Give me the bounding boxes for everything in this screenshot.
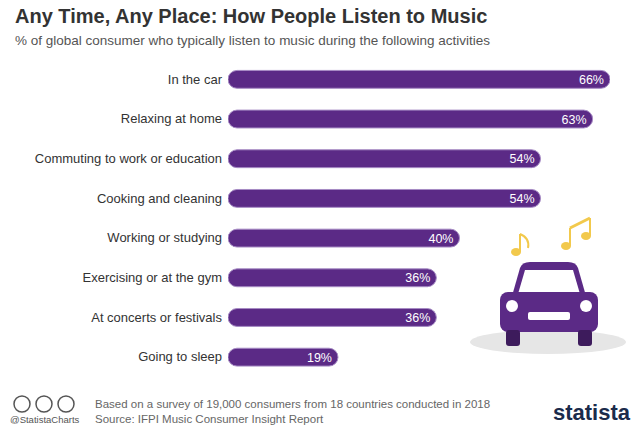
- tick-label: At concerts or festivals: [91, 310, 222, 325]
- car-window: [518, 270, 580, 294]
- tick-label: Working or studying: [107, 230, 222, 245]
- tick: Working or studying: [107, 230, 228, 245]
- music-note-stem: [519, 234, 521, 252]
- tick: Cooking and cleaning: [97, 191, 228, 206]
- tick-label: Going to sleep: [138, 349, 222, 364]
- license-icons: [14, 396, 74, 412]
- tick-label: Commuting to work or education: [35, 151, 222, 166]
- data-label: 40%: [428, 232, 453, 246]
- bar: [228, 70, 610, 88]
- tick: Commuting to work or education: [35, 151, 228, 166]
- data-label: 54%: [510, 192, 535, 206]
- tick: At concerts or festivals: [91, 310, 228, 325]
- bar: [228, 269, 436, 287]
- chart: Any Time, Any Place: How People Listen t…: [0, 0, 640, 427]
- bar: [228, 229, 460, 247]
- car-shadow: [470, 330, 626, 354]
- car-light: [580, 300, 592, 312]
- bars: [228, 70, 610, 366]
- title: Any Time, Any Place: How People Listen t…: [15, 5, 487, 27]
- data-label: 66%: [579, 73, 604, 87]
- car-wheel: [578, 330, 592, 346]
- car-illustration: [470, 218, 626, 354]
- tick-label: Exercising or at the gym: [83, 270, 222, 285]
- data-label: 36%: [405, 271, 430, 285]
- tick-label: In the car: [168, 72, 223, 87]
- music-note-stem: [589, 218, 591, 236]
- data-label: 54%: [510, 152, 535, 166]
- car-grille: [528, 312, 570, 320]
- note: Based on a survey of 19,000 consumers fr…: [95, 398, 490, 410]
- music-note-beam: [570, 218, 590, 228]
- axis-line: [228, 60, 229, 378]
- car-body: [500, 292, 598, 332]
- source: Source: IFPI Music Consumer Insight Repo…: [95, 413, 324, 425]
- tick: In the car: [168, 72, 228, 87]
- bar: [228, 309, 436, 327]
- bar: [228, 348, 338, 366]
- data-labels: 66% 63% 54% 54% 40% 36% 36% 19%: [307, 73, 604, 365]
- tick-label: Cooking and cleaning: [97, 191, 222, 206]
- car-wheel: [506, 330, 520, 346]
- credit: @StatistaCharts: [10, 414, 80, 425]
- license-icon: [36, 396, 52, 412]
- car-roof: [512, 262, 586, 296]
- music-note-stem: [569, 228, 571, 246]
- music-note-flag: [520, 234, 528, 248]
- tick: Relaxing at home: [121, 111, 228, 126]
- tick: Exercising or at the gym: [83, 270, 228, 285]
- data-label: 19%: [307, 351, 332, 365]
- y-axis: In the car Relaxing at home Commuting to w…: [35, 60, 229, 378]
- license-icon: [14, 396, 30, 412]
- data-label: 36%: [405, 311, 430, 325]
- brand: statista: [553, 400, 631, 425]
- bar: [228, 189, 541, 207]
- license-icon: [58, 396, 74, 412]
- bar: [228, 150, 541, 168]
- data-label: 63%: [562, 113, 587, 127]
- subtitle: % of global consumer who typically liste…: [15, 33, 490, 48]
- car-light: [506, 300, 518, 312]
- tick-label: Relaxing at home: [121, 111, 222, 126]
- bar: [228, 110, 593, 128]
- tick: Going to sleep: [138, 349, 228, 364]
